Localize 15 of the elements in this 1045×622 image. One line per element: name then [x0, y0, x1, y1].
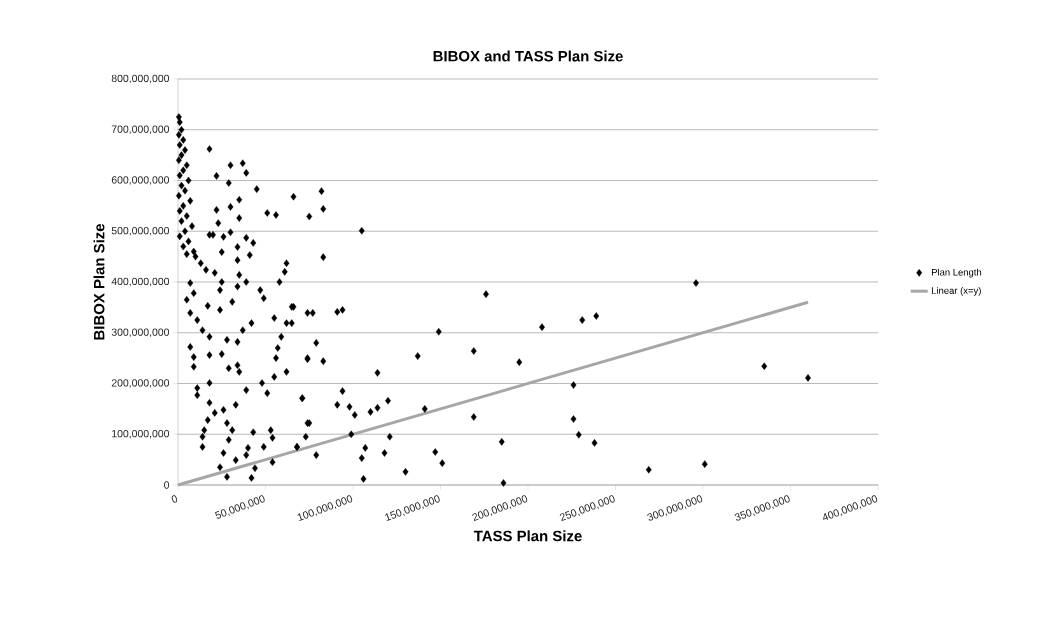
y-tick-label: 800,000,000 [111, 74, 170, 84]
y-tick-label: 200,000,000 [111, 379, 170, 388]
y-tick-label: 400,000,000 [111, 277, 170, 287]
y-tick-label: 100,000,000 [112, 429, 170, 439]
y-tick-label: 300,000,000 [111, 328, 170, 338]
y-tick-label: 0 [164, 481, 170, 489]
legend-label: Linear (x=y) [931, 286, 981, 296]
chart-title: BIBOX and TASS Plan Size [433, 50, 623, 62]
legend-label: Plan Length [931, 268, 982, 278]
y-axis-title: BIBOX Plan Size [93, 223, 105, 340]
y-tick-label: 500,000,000 [111, 226, 170, 236]
y-tick-label: 600,000,000 [111, 176, 170, 185]
y-tick-label: 700,000,000 [111, 125, 170, 135]
x-axis-title: TASS Plan Size [473, 530, 582, 542]
x-tick-label: 0 [171, 495, 178, 503]
